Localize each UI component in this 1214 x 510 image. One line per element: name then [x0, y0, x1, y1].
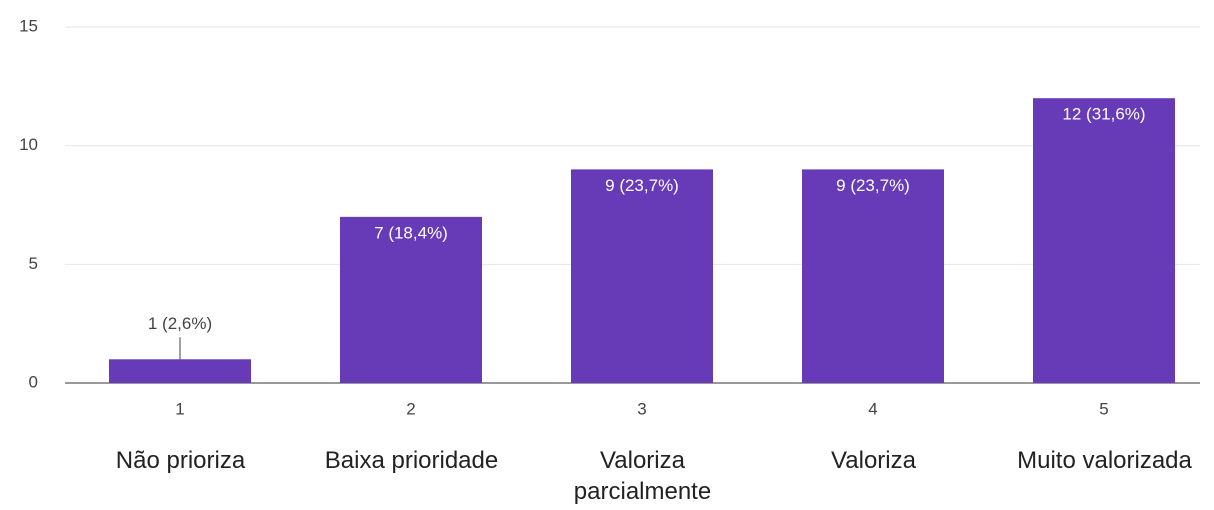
y-tick-label: 0: [29, 372, 38, 391]
category-annotation: Muito valorizada: [1017, 447, 1192, 474]
value-label: 7 (18,4%): [374, 223, 448, 242]
category-annotation: Valoriza: [831, 447, 916, 474]
y-tick-label: 5: [29, 254, 38, 273]
bar: [1033, 98, 1175, 383]
value-label: 1 (2,6%): [148, 314, 212, 333]
bar: [802, 169, 944, 383]
value-label: 12 (31,6%): [1062, 105, 1145, 124]
x-tick-label: 5: [1099, 399, 1108, 418]
y-tick-label: 10: [19, 135, 38, 154]
value-label: 9 (23,7%): [605, 176, 679, 195]
x-tick-label: 1: [175, 399, 184, 418]
bar: [340, 216, 482, 383]
category-annotation: Valoriza parcialmente: [573, 447, 712, 505]
y-tick-label: 15: [19, 16, 38, 35]
x-tick-label: 3: [637, 399, 646, 418]
category-annotation: Não prioriza: [115, 447, 246, 474]
x-tick-label: 2: [406, 399, 415, 418]
value-label: 9 (23,7%): [836, 176, 910, 195]
category-annotation: Baixa prioridade: [324, 447, 499, 474]
bar: [571, 169, 713, 383]
x-tick-label: 4: [868, 399, 877, 418]
bar: [109, 359, 251, 383]
